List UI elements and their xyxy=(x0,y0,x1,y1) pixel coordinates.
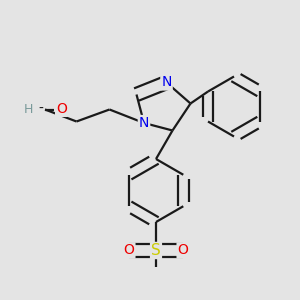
Text: O: O xyxy=(56,102,67,116)
Text: -: - xyxy=(38,102,43,116)
Text: N: N xyxy=(161,76,172,89)
Text: O: O xyxy=(124,244,134,257)
Text: N: N xyxy=(139,116,149,130)
Text: O: O xyxy=(178,244,188,257)
Text: H: H xyxy=(24,103,33,116)
Text: S: S xyxy=(151,243,161,258)
